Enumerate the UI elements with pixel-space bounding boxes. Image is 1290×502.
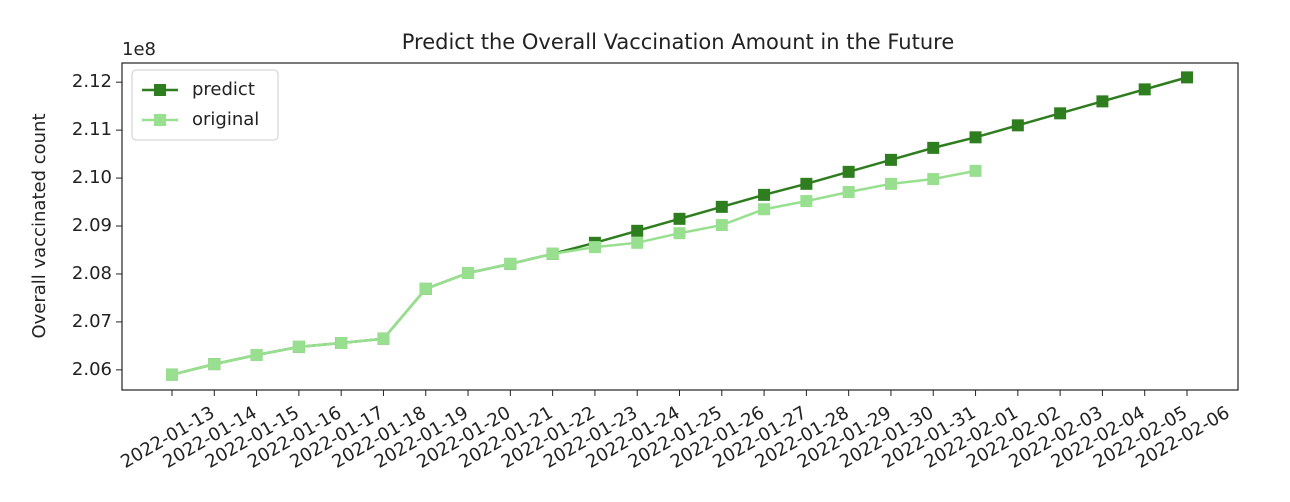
marker (1011, 119, 1024, 132)
y-axis-label: Overall vaccinated count (29, 113, 50, 338)
marker (673, 212, 686, 225)
marker (927, 141, 940, 154)
y-tick-label: 2.12 (72, 71, 112, 92)
y-tick-label: 2.08 (72, 263, 112, 284)
marker (969, 131, 982, 144)
marker (250, 348, 263, 361)
marker (419, 282, 432, 295)
marker (377, 332, 390, 345)
marker (462, 267, 475, 280)
marker (1096, 95, 1109, 108)
marker (715, 200, 728, 213)
y-tick-label: 2.09 (72, 215, 112, 236)
marker (504, 257, 517, 270)
y-offset-label: 1e8 (122, 39, 156, 60)
series-line (171, 76, 1188, 376)
legend-box (131, 69, 279, 141)
y-tick-label: 2.10 (72, 167, 112, 188)
legend-label: original (192, 109, 259, 130)
legend-label: predict (192, 79, 255, 100)
marker (335, 337, 348, 350)
y-tick-label: 2.07 (72, 311, 112, 332)
marker (758, 188, 771, 201)
y-tick-label: 2.06 (72, 359, 112, 380)
marker (208, 358, 221, 371)
marker (292, 340, 305, 353)
marker (1138, 83, 1151, 96)
chart-title: Predict the Overall Vaccination Amount i… (402, 30, 955, 54)
y-tick-label: 2.11 (72, 119, 112, 140)
marker (1054, 107, 1067, 120)
marker (588, 241, 601, 254)
marker (546, 247, 559, 260)
marker (884, 177, 897, 190)
marker (166, 368, 178, 381)
marker (631, 236, 644, 249)
plot-frame (121, 62, 1239, 391)
marker (715, 219, 728, 232)
marker (842, 165, 855, 178)
marker (969, 164, 982, 177)
marker (800, 177, 813, 190)
marker (631, 224, 644, 237)
series-line (171, 169, 976, 376)
legend-marker (154, 114, 166, 126)
marker (1181, 71, 1193, 84)
marker (758, 203, 771, 216)
marker (842, 185, 855, 198)
marker (673, 227, 686, 240)
marker (800, 195, 813, 208)
marker (927, 173, 940, 186)
marker (884, 153, 897, 166)
legend-marker (154, 84, 166, 96)
